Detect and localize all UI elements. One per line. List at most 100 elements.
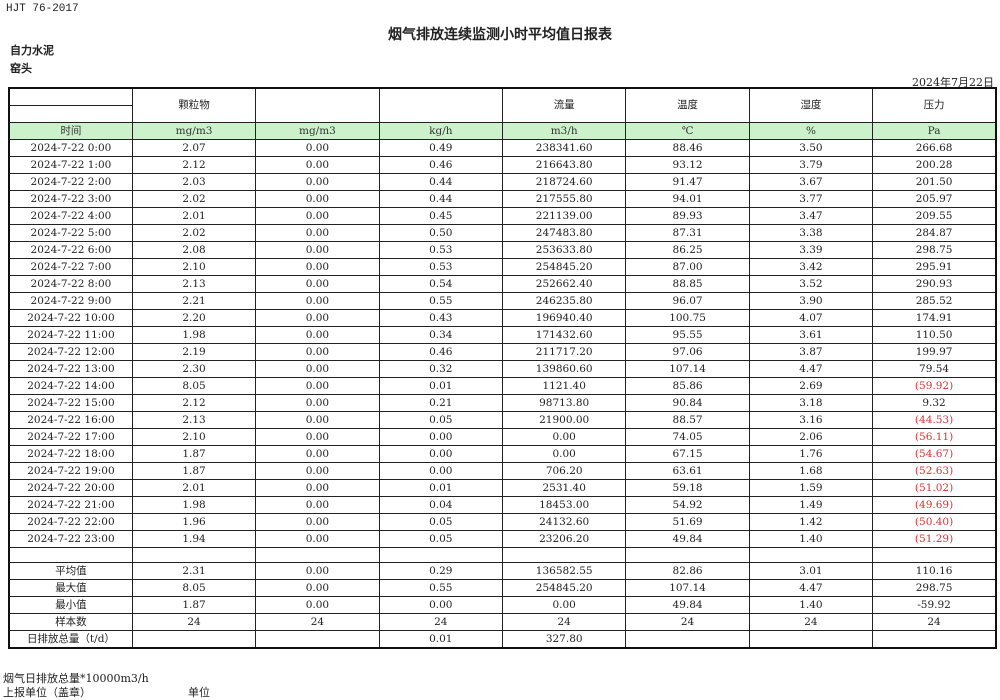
value-cell: 0.05 [378,530,504,548]
value-cell: 0.34 [378,326,504,344]
value-cell: 0.43 [378,309,504,327]
value-cell: 0.00 [501,428,627,446]
value-cell: 4.07 [748,309,874,327]
value-cell: 0.00 [255,309,380,327]
table-row: 2024-7-22 3:00 2.02 0.00 0.44 217555.80 94.01… [8,190,997,208]
value-cell: 24 [501,613,627,631]
value-cell: 285.52 [872,292,997,310]
value-cell: 1.94 [131,530,257,548]
value-cell: 2.12 [131,156,257,174]
value-cell: 0.05 [378,411,504,429]
value-cell: 85.86 [625,377,750,395]
value-cell: 87.00 [625,258,750,276]
value-cell: 0.00 [255,579,380,597]
value-cell: 110.50 [872,326,997,344]
value-cell: 1.49 [748,496,874,514]
table-row: 2024-7-22 2:00 2.03 0.00 0.44 218724.60 91.47… [8,173,997,191]
value-cell: 3.90 [748,292,874,310]
column-name [378,87,504,123]
row-label-cell: 2024-7-22 17:00 [8,428,133,446]
table-row: 2024-7-22 21:00 1.98 0.00 0.04 18453.00 54.92… [8,496,997,514]
value-cell: 0.04 [378,496,504,514]
table-row: 2024-7-22 6:00 2.08 0.00 0.53 253633.80 86.25… [8,241,997,259]
value-cell: 0.00 [255,326,380,344]
value-cell [255,547,380,563]
table-row: 2024-7-22 10:00 2.20 0.00 0.43 196940.40 100.… [8,309,997,327]
row-label-cell: 2024-7-22 3:00 [8,190,133,208]
stats-row: 最小值 1.87 0.00 0.00 0.00 49.84 1.40 -59.92 [8,596,997,614]
company-name: 自力水泥 [10,44,54,57]
value-cell: 2.01 [131,479,257,497]
value-cell: 24 [748,613,874,631]
value-cell: 24 [872,613,997,631]
blank-row [8,547,997,563]
value-cell: 0.00 [255,596,380,614]
value-cell: 218724.60 [501,173,627,191]
row-label-cell: 2024-7-22 0:00 [8,139,133,157]
value-cell: 0.00 [255,173,380,191]
column-name: 压力 [872,87,997,123]
value-cell: 1.87 [131,445,257,463]
value-cell: 216643.80 [501,156,627,174]
value-cell: 2.20 [131,309,257,327]
row-label-cell: 2024-7-22 8:00 [8,275,133,293]
value-cell: 2.10 [131,258,257,276]
value-cell: (54.67) [872,445,997,463]
value-cell: 4.47 [748,579,874,597]
row-label-cell: 2024-7-22 11:00 [8,326,133,344]
value-cell [872,547,997,563]
value-cell: (49.69) [872,496,997,514]
value-cell: 0.29 [378,562,504,580]
header-corner-bottom [8,105,133,123]
value-cell: 24132.60 [501,513,627,531]
table-row: 2024-7-22 12:00 2.19 0.00 0.46 211717.20 97.0… [8,343,997,361]
value-cell: 0.44 [378,190,504,208]
column-unit: Pa [872,122,997,140]
value-cell: 63.61 [625,462,750,480]
table-row: 2024-7-22 1:00 2.12 0.00 0.46 216643.80 93.12… [8,156,997,174]
value-cell: 49.84 [625,596,750,614]
value-cell: 8.05 [131,377,257,395]
value-cell: 200.28 [872,156,997,174]
table-row: 2024-7-22 5:00 2.02 0.00 0.50 247483.80 87.31… [8,224,997,242]
hourly-report-table: 颗粒物 流量 温度 湿度 压力 时间 mg/m3 mg/m3 kg/h m3/h… [8,87,997,649]
footer-note: 烟气日排放总量*10000m3/h [3,672,149,685]
row-label-cell: 2024-7-22 1:00 [8,156,133,174]
value-cell: 2.06 [748,428,874,446]
value-cell: 107.14 [625,579,750,597]
value-cell: 3.61 [748,326,874,344]
row-label-cell: 2024-7-22 9:00 [8,292,133,310]
value-cell: 0.00 [255,445,380,463]
stats-row: 平均值 2.31 0.00 0.29 136582.55 82.86 3.01 110.16 [8,562,997,580]
value-cell: 2.21 [131,292,257,310]
value-cell: 1.42 [748,513,874,531]
stats-row: 样本数 24 24 24 24 24 24 24 [8,613,997,631]
value-cell: 95.55 [625,326,750,344]
value-cell: 2.31 [131,562,257,580]
value-cell: 0.46 [378,343,504,361]
value-cell: 201.50 [872,173,997,191]
value-cell: 139860.60 [501,360,627,378]
value-cell: 3.16 [748,411,874,429]
value-cell: 0.00 [255,513,380,531]
value-cell: 0.00 [255,241,380,259]
value-cell: 196940.40 [501,309,627,327]
value-cell: 9.32 [872,394,997,412]
value-cell: 298.75 [872,579,997,597]
value-cell: 59.18 [625,479,750,497]
value-cell: 98713.80 [501,394,627,412]
value-cell: 0.00 [255,190,380,208]
row-label-cell: 2024-7-22 7:00 [8,258,133,276]
value-cell: 2.13 [131,411,257,429]
row-label-cell: 2024-7-22 12:00 [8,343,133,361]
monitoring-unit: 窑头 [10,62,32,75]
value-cell: 0.00 [501,596,627,614]
value-cell: 0.50 [378,224,504,242]
value-cell: 0.05 [378,513,504,531]
table-row: 2024-7-22 20:00 2.01 0.00 0.01 2531.40 59.18 1… [8,479,997,497]
value-cell: 2.03 [131,173,257,191]
row-label-cell: 2024-7-22 23:00 [8,530,133,548]
value-cell: 67.15 [625,445,750,463]
value-cell: 266.68 [872,139,997,157]
table-row: 2024-7-22 9:00 2.21 0.00 0.55 246235.80 96.07… [8,292,997,310]
